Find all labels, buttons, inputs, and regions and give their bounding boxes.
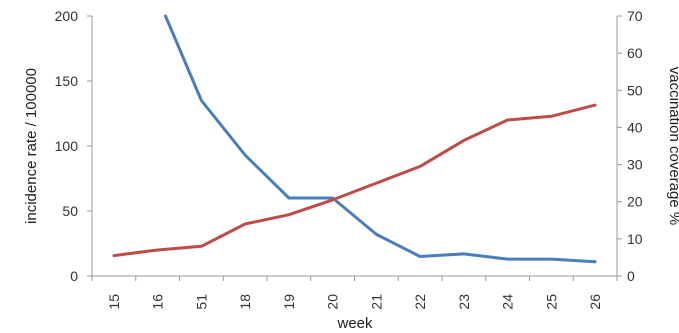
x-tick-label: 21 xyxy=(368,294,384,310)
x-tick-label: 16 xyxy=(150,294,166,310)
left-y-tick-label: 0 xyxy=(70,268,78,284)
x-tick-label: 51 xyxy=(193,294,209,310)
incidence-rate-line xyxy=(164,14,597,264)
left-y-tick-label: 100 xyxy=(55,138,79,154)
series-layer xyxy=(112,14,597,264)
x-tick-label: 24 xyxy=(500,294,516,310)
right-y-axis-title: vaccination coverage % xyxy=(666,67,679,225)
right-y-tick-label: 0 xyxy=(627,268,635,284)
x-tick-label: 20 xyxy=(325,294,341,310)
left-y-axis-title: incidence rate / 100000 xyxy=(23,68,40,224)
x-axis: 15 16 51 18 19 20 21 22 23 24 25 26 xyxy=(91,275,618,310)
left-y-axis: 0 50 100 150 200 xyxy=(55,8,93,284)
right-y-tick-label: 40 xyxy=(627,119,643,135)
right-y-axis: 0 10 20 30 40 50 60 70 xyxy=(616,8,643,284)
x-tick-label: 25 xyxy=(543,294,559,310)
left-y-tick-label: 200 xyxy=(55,8,79,24)
right-y-tick-label: 50 xyxy=(627,82,643,98)
right-y-tick-label: 60 xyxy=(627,45,643,61)
right-y-tick-label: 10 xyxy=(627,231,643,247)
right-y-tick-label: 20 xyxy=(627,194,643,210)
left-y-tick-label: 150 xyxy=(55,73,79,89)
right-y-tick-label: 30 xyxy=(627,157,643,173)
x-tick-label: 23 xyxy=(456,294,472,310)
x-tick-label: 15 xyxy=(106,294,122,310)
x-tick-label: 19 xyxy=(281,294,297,310)
x-axis-title: week xyxy=(336,315,373,332)
x-tick-label: 26 xyxy=(587,294,603,310)
x-tick-label: 18 xyxy=(237,294,253,310)
left-y-tick-label: 50 xyxy=(62,203,78,219)
vaccination-coverage-line xyxy=(112,103,597,258)
right-y-tick-label: 70 xyxy=(627,8,643,24)
x-tick-label: 22 xyxy=(412,294,428,310)
